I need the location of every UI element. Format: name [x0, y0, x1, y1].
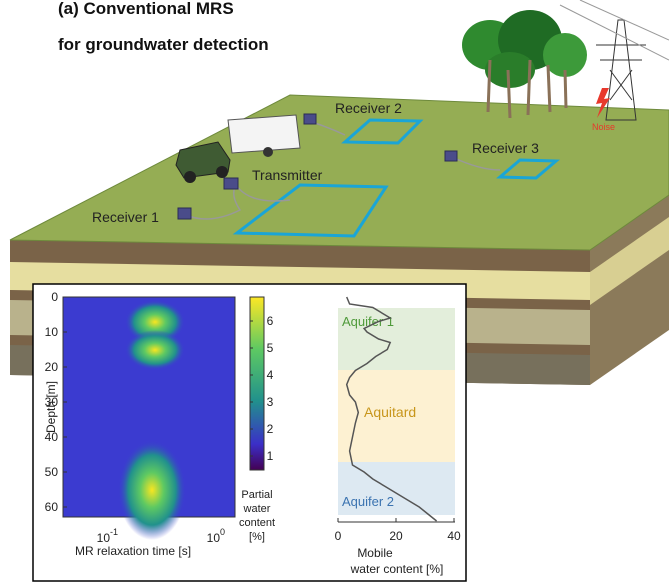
loops: [232, 118, 560, 238]
x-tick-label: 10: [207, 531, 221, 545]
x-tick-label: 0: [335, 529, 342, 543]
y-tick-label: 40: [45, 430, 59, 444]
zone-label: Aquifer 2: [342, 494, 394, 509]
transmitter-label: Transmitter: [252, 167, 323, 183]
x-tick-exponent: -1: [110, 527, 118, 537]
vehicle: [175, 114, 301, 183]
receiver-boxes: [177, 113, 458, 220]
x-tick-label: 10: [97, 531, 111, 545]
colorbar-label: water: [243, 503, 271, 515]
y-tick-label: 10: [45, 325, 59, 339]
colorbar-tick-label: 1: [267, 449, 274, 463]
receiver-label: Receiver 1: [92, 209, 159, 225]
y-tick-label: 0: [51, 290, 58, 304]
x-tick-exponent: 0: [220, 527, 225, 537]
zone-label: Aquifer 1: [342, 314, 394, 329]
colorbar-tick-label: 6: [267, 314, 274, 328]
receiver-label: Receiver 2: [335, 100, 402, 116]
colorbar-label: Partial: [241, 489, 272, 501]
x-axis-label: Mobile: [357, 546, 393, 560]
y-tick-label: 30: [45, 395, 59, 409]
x-tick-label: 40: [447, 529, 461, 543]
x-axis-label: water content [%]: [350, 562, 444, 576]
x-axis-label: MR relaxation time [s]: [75, 544, 191, 558]
colorbar-label: content: [239, 517, 275, 529]
noise-label: Noise: [592, 122, 615, 132]
colorbar-label: [%]: [249, 531, 265, 543]
power-pylon: [559, 0, 669, 121]
colorbar: [249, 296, 265, 471]
colorbar-tick-label: 4: [267, 368, 274, 382]
title: (a) Conventional MRS: [58, 0, 234, 18]
heatmap: [62, 296, 236, 540]
zone-label: Aquitard: [364, 404, 416, 420]
trees: [462, 10, 587, 119]
receiver-label: Receiver 3: [472, 140, 539, 156]
y-tick-label: 60: [45, 500, 59, 514]
title: for groundwater detection: [58, 35, 269, 54]
colorbar-tick-label: 3: [267, 395, 274, 409]
y-tick-label: 50: [45, 465, 59, 479]
y-axis-label: Depth [m]: [44, 381, 58, 433]
water-content-curve: [345, 296, 438, 522]
y-tick-label: 20: [45, 360, 59, 374]
x-tick-label: 20: [389, 529, 403, 543]
colorbar-tick-label: 5: [267, 341, 274, 355]
colorbar-tick-label: 2: [267, 422, 274, 436]
